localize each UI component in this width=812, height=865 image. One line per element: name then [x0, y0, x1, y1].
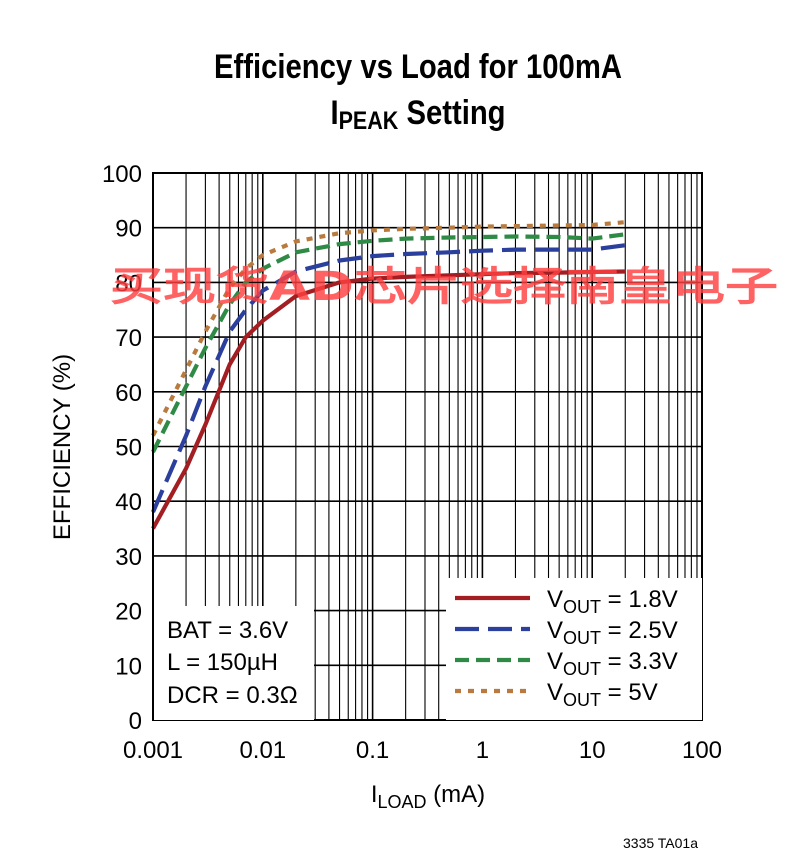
legend-background	[446, 578, 702, 720]
y-tick-label: 100	[102, 161, 142, 188]
y-tick-label: 50	[115, 435, 142, 462]
x-tick-label: 0.1	[356, 737, 389, 764]
x-tick-label: 100	[682, 737, 722, 764]
chart-title: Efficiency vs Load for 100mA IPEAK Setti…	[59, 44, 778, 139]
y-tick-label: 70	[115, 325, 142, 352]
y-tick-label: 60	[115, 380, 142, 407]
x-tick-label: 1	[476, 737, 489, 764]
y-tick-label: 20	[115, 599, 142, 626]
y-tick-label: 40	[115, 489, 142, 516]
chart-title-line1: Efficiency vs Load for 100mA	[214, 48, 622, 86]
x-axis-label: ILOAD (mA)	[371, 781, 485, 812]
x-tick-label: 0.001	[123, 737, 183, 764]
series-line-1	[151, 269, 626, 530]
x-axis-label-subscript: LOAD	[377, 792, 426, 812]
x-axis-label-unit: (mA)	[427, 781, 486, 808]
series-lines	[151, 220, 626, 530]
condition-inductor: L = 150µH	[167, 649, 278, 676]
y-tick-label: 0	[129, 708, 142, 735]
y-axis-label: EFFICIENCY (%)	[49, 354, 76, 540]
legend-label-3: VOUT = 3.3V	[547, 648, 678, 679]
legend-label-1: VOUT = 1.8V	[547, 586, 678, 617]
x-axis-label-i: I	[371, 781, 378, 808]
tick-labels: 0 10 20 30 40 50 60 70 80 90 100 0.001 0.01 0.1 1 10 100	[102, 161, 722, 764]
y-tick-label: 80	[115, 270, 142, 297]
title-setting: Setting	[398, 94, 506, 132]
y-tick-label: 30	[115, 544, 142, 571]
series-line-3	[151, 232, 626, 453]
watermark-text: 买现货AD芯片选择南皇电子	[110, 264, 778, 310]
legend-label-4: VOUT = 5V	[547, 679, 658, 710]
legend-label-2: VOUT = 2.5V	[547, 617, 678, 648]
figure-code: 3335 TA01a	[623, 835, 698, 851]
y-tick-label: 10	[115, 653, 142, 680]
y-tick-label: 90	[115, 216, 142, 243]
x-tick-label: 10	[579, 737, 606, 764]
plot-frame	[152, 172, 703, 721]
series-line-2	[151, 243, 626, 513]
conditions-box: BAT = 3.6V L = 150µH DCR = 0.3Ω	[154, 606, 314, 720]
x-tick-label: 0.01	[239, 737, 286, 764]
condition-bat: BAT = 3.6V	[167, 617, 288, 644]
condition-dcr: DCR = 0.3Ω	[167, 682, 298, 709]
chart-title-line2: IPEAK Setting	[59, 90, 778, 139]
title-i: I	[330, 94, 339, 132]
title-peak-subscript: PEAK	[338, 107, 399, 135]
